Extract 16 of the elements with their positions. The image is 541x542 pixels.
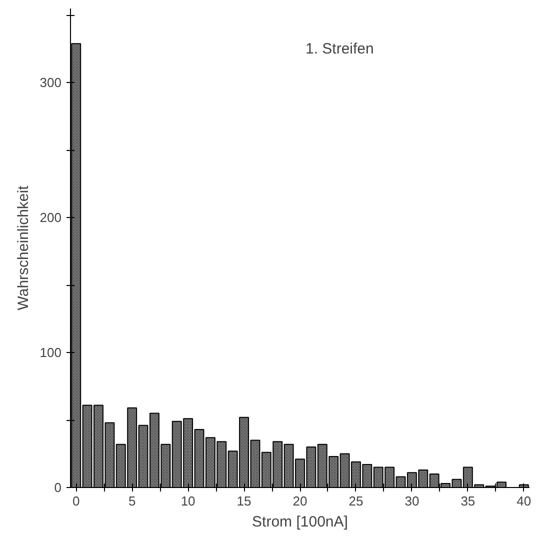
x-tick-label: 40 [516, 494, 532, 508]
y-tick-label: 300 [40, 75, 62, 90]
y-tick-label: 100 [40, 345, 62, 360]
x-tick-label: 10 [180, 494, 196, 508]
x-tick-label: 30 [404, 494, 420, 508]
y-tick-label: 0 [54, 480, 62, 495]
x-tick-label: 0 [72, 494, 80, 508]
y-axis-title: Wahrscheinlichkeit [14, 184, 32, 310]
annotation: 1. Streifen [306, 40, 374, 58]
x-tick-label: 20 [292, 494, 308, 508]
x-tick-label: 15 [236, 494, 252, 508]
x-tick-label: 25 [348, 494, 364, 508]
y-tick-label: 200 [40, 210, 62, 226]
x-tick-label: 5 [128, 494, 136, 508]
x-axis-title: Strom [100nA] [252, 514, 348, 530]
x-tick-label: 35 [460, 494, 476, 508]
